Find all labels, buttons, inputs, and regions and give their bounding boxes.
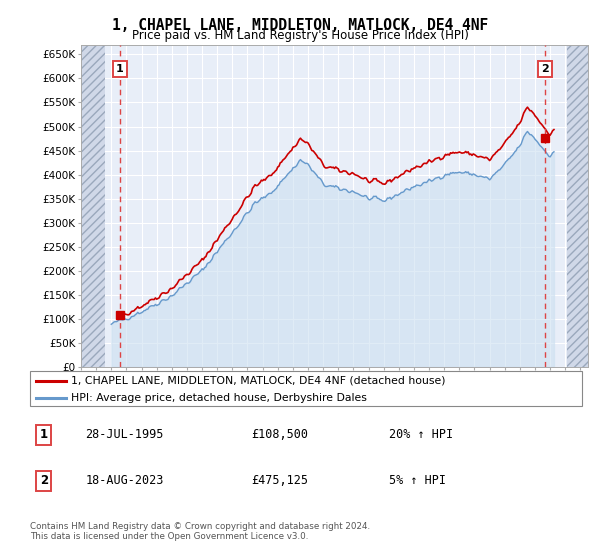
Bar: [567, 45, 588, 367]
Text: 1: 1: [116, 64, 124, 74]
Text: 1, CHAPEL LANE, MIDDLETON, MATLOCK, DE4 4NF (detached house): 1, CHAPEL LANE, MIDDLETON, MATLOCK, DE4 …: [71, 376, 446, 386]
Text: £108,500: £108,500: [251, 428, 308, 441]
Text: 28-JUL-1995: 28-JUL-1995: [85, 428, 164, 441]
Text: Contains HM Land Registry data © Crown copyright and database right 2024.
This d: Contains HM Land Registry data © Crown c…: [30, 522, 370, 542]
Text: 1: 1: [40, 428, 48, 441]
Bar: [81, 45, 105, 367]
Text: 20% ↑ HPI: 20% ↑ HPI: [389, 428, 453, 441]
Text: 2: 2: [40, 474, 48, 487]
Text: Price paid vs. HM Land Registry's House Price Index (HPI): Price paid vs. HM Land Registry's House …: [131, 29, 469, 42]
Text: 2: 2: [541, 64, 548, 74]
Text: 18-AUG-2023: 18-AUG-2023: [85, 474, 164, 487]
Text: 1, CHAPEL LANE, MIDDLETON, MATLOCK, DE4 4NF: 1, CHAPEL LANE, MIDDLETON, MATLOCK, DE4 …: [112, 18, 488, 33]
FancyBboxPatch shape: [30, 371, 582, 406]
Text: HPI: Average price, detached house, Derbyshire Dales: HPI: Average price, detached house, Derb…: [71, 393, 367, 403]
Text: 5% ↑ HPI: 5% ↑ HPI: [389, 474, 446, 487]
Text: £475,125: £475,125: [251, 474, 308, 487]
